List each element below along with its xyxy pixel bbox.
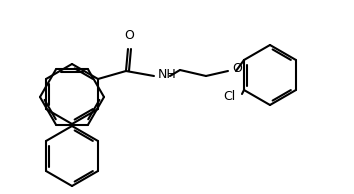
Text: Cl: Cl	[224, 89, 236, 102]
Text: O: O	[124, 29, 134, 42]
Text: NH: NH	[158, 68, 177, 81]
Text: O: O	[232, 62, 242, 75]
